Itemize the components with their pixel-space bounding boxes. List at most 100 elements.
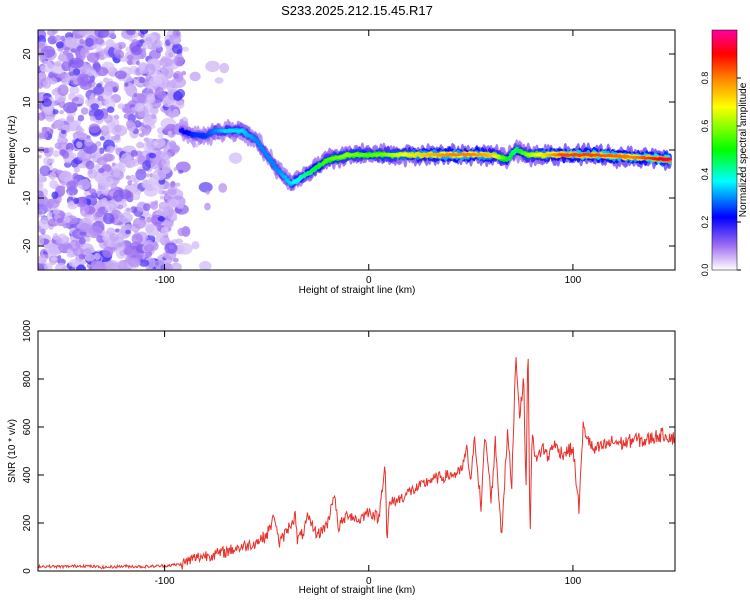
noise-speckle [165, 44, 175, 53]
noise-speckle [150, 114, 157, 119]
noise-speckle [85, 160, 95, 170]
noise-speckle [38, 71, 47, 83]
noise-speckle [113, 189, 124, 202]
noise-speckle [146, 216, 152, 223]
noise-speckle [169, 104, 175, 111]
noise-speckle [68, 71, 75, 77]
noise-speckle [144, 63, 156, 76]
noise-speckle [61, 77, 70, 86]
noise-speckle [95, 211, 104, 218]
noise-speckle [41, 126, 48, 132]
noise-speckle [64, 216, 71, 224]
noise-speckle [173, 73, 180, 79]
noise-speckle [140, 122, 145, 127]
noise-speckle [92, 85, 105, 95]
noise-speckle [135, 168, 147, 181]
noise-speckle [94, 30, 110, 39]
noise-speckle [166, 198, 176, 209]
noise-speckle [228, 152, 243, 164]
ridge-cell [267, 157, 272, 160]
noise-speckle [90, 103, 99, 110]
noise-speckle [176, 202, 184, 210]
noise-speckle [89, 115, 96, 122]
figure-title: S233.2025.212.15.45.R17 [281, 3, 433, 18]
noise-speckle [181, 70, 187, 76]
colorbar-tick-label: 0.6 [700, 120, 710, 133]
noise-speckle [45, 253, 49, 259]
noise-speckle [39, 65, 46, 72]
noise-speckle [214, 77, 224, 84]
noise-speckle [95, 141, 102, 147]
noise-speckle [157, 206, 169, 218]
noise-speckle [159, 195, 164, 200]
noise-speckle [66, 252, 75, 258]
noise-speckle [54, 142, 62, 150]
noise-speckle [38, 183, 41, 188]
noise-speckle [134, 102, 145, 113]
noise-speckle [43, 105, 54, 116]
noise-speckle [103, 77, 109, 84]
noise-speckle [170, 215, 178, 221]
noise-speckle [125, 46, 131, 52]
colorbar-tick-label: 0.4 [700, 168, 710, 181]
noise-speckle [181, 46, 189, 52]
noise-speckle [77, 179, 91, 190]
noise-speckle [168, 141, 177, 149]
noise-speckle [155, 232, 164, 243]
noise-speckle [54, 34, 62, 42]
noise-speckle [130, 149, 138, 157]
noise-speckle [139, 30, 149, 35]
noise-speckle [175, 182, 181, 187]
noise-speckle [90, 93, 95, 98]
spectrogram-ytick-label: 20 [22, 48, 33, 60]
noise-speckle [143, 243, 155, 253]
noise-speckle [84, 235, 91, 243]
noise-speckle [168, 35, 182, 45]
noise-speckle [177, 227, 186, 237]
ridge-cell [260, 147, 265, 151]
colorbar-scale [711, 29, 738, 271]
snr-ytick-label: 400 [22, 466, 33, 483]
noise-speckle [132, 192, 141, 201]
noise-speckle [76, 264, 87, 270]
noise-speckle [168, 79, 176, 86]
colorbar: 0.0 0.2 0.4 0.6 0.8 Normalized spectral ampl… [700, 29, 749, 276]
noise-speckle [99, 136, 105, 141]
noise-speckle [88, 123, 101, 134]
noise-speckle [109, 147, 115, 152]
noise-speckle [133, 93, 138, 98]
noise-speckle [79, 38, 85, 45]
ridge-cell [283, 175, 288, 179]
noise-speckle [163, 194, 170, 200]
noise-speckle [86, 64, 92, 69]
noise-speckle [168, 245, 174, 250]
spectrogram-ytick-label: -10 [22, 190, 33, 205]
noise-speckle [118, 162, 123, 168]
noise-speckle [145, 102, 153, 112]
noise-speckle [50, 158, 55, 164]
noise-speckle [149, 162, 159, 170]
noise-speckle [56, 217, 64, 224]
noise-speckle [134, 119, 141, 125]
noise-speckle [110, 135, 116, 141]
noise-speckle [46, 212, 54, 220]
noise-speckle [118, 212, 133, 224]
noise-speckle [104, 203, 116, 212]
noise-speckle [143, 128, 151, 136]
noise-speckle [84, 138, 93, 147]
noise-speckle [145, 224, 160, 237]
noise-speckle [90, 260, 103, 270]
noise-speckle [105, 39, 115, 50]
noise-speckle [114, 70, 127, 80]
noise-speckle [101, 186, 110, 196]
noise-speckle [161, 163, 171, 174]
noise-speckle [38, 154, 42, 159]
noise-speckle [40, 216, 49, 225]
snr-xtick-label: 100 [565, 576, 582, 587]
noise-speckle [104, 86, 114, 96]
noise-speckle [204, 202, 211, 211]
noise-speckle [145, 138, 157, 151]
noise-speckle [66, 180, 77, 190]
noise-speckle [102, 163, 112, 173]
noise-speckle [68, 189, 74, 196]
